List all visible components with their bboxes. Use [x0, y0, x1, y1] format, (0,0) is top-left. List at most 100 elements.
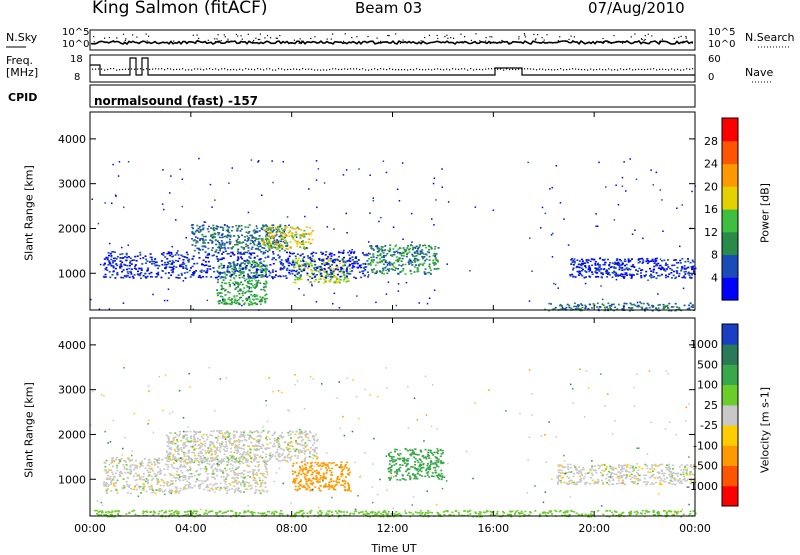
- echo-cell: [591, 271, 593, 273]
- echo-cell: [292, 273, 294, 275]
- echo-cell: [127, 273, 129, 275]
- echo-dot: [316, 160, 318, 162]
- echo-cell: [313, 477, 315, 479]
- echo-cell: [194, 250, 196, 252]
- echo-cell: [281, 432, 283, 434]
- echo-cell: [639, 475, 641, 477]
- echo-dot: [332, 303, 334, 305]
- echo-dot: [334, 293, 336, 295]
- echo-cell: [252, 262, 254, 264]
- echo-cell: [238, 236, 240, 238]
- nsearch-dot: [486, 37, 487, 38]
- echo-cell: [232, 262, 234, 264]
- echo-cell: [253, 266, 255, 268]
- echo-cell: [204, 242, 206, 244]
- echo-cell: [332, 261, 334, 263]
- echo-cell: [196, 248, 198, 250]
- nsearch-dot: [641, 38, 642, 39]
- echo-cell: [581, 267, 583, 269]
- echo-cell: [342, 469, 344, 471]
- echo-cell: [371, 270, 373, 272]
- echo-cell: [233, 434, 235, 436]
- echo-cell: [151, 259, 153, 261]
- echo-cell: [413, 451, 415, 453]
- echo-cell: [137, 271, 139, 273]
- echo-cell: [205, 236, 207, 238]
- echo-cell: [241, 271, 243, 273]
- echo-cell: [597, 276, 599, 278]
- nsearch-dot: [583, 42, 584, 43]
- echo-cell: [688, 305, 690, 307]
- echo-cell: [301, 445, 303, 447]
- echo-cell: [254, 275, 256, 277]
- echo-cell: [320, 485, 322, 487]
- echo-cell: [285, 234, 287, 236]
- echo-cell: [224, 303, 226, 305]
- echo-dot: [358, 168, 360, 170]
- echo-cell: [204, 441, 206, 443]
- echo-cell: [355, 277, 357, 279]
- echo-dot: [448, 201, 450, 203]
- echo-cell: [336, 477, 338, 479]
- echo-cell: [235, 450, 237, 452]
- echo-cell: [320, 269, 322, 271]
- echo-cell: [323, 477, 325, 479]
- echo-cell: [315, 252, 317, 254]
- echo-cell: [223, 288, 225, 290]
- echo-cell: [258, 241, 260, 243]
- nave-dot: [467, 70, 468, 71]
- echo-dot: [402, 162, 404, 164]
- echo-cell: [263, 241, 265, 243]
- echo-cell: [626, 303, 628, 305]
- echo-cell: [177, 441, 179, 443]
- echo-cell: [223, 458, 225, 460]
- colorbar-tick-label: 16: [704, 203, 718, 216]
- echo-cell: [163, 252, 165, 254]
- echo-cell: [403, 478, 405, 480]
- echo-cell: [196, 263, 198, 265]
- echo-cell: [107, 259, 109, 261]
- echo-cell: [182, 266, 184, 268]
- echo-cell: [604, 259, 606, 261]
- echo-cell: [403, 255, 405, 257]
- echo-cell: [658, 473, 660, 475]
- echo-cell: [629, 475, 631, 477]
- echo-cell: [210, 227, 212, 229]
- echo-cell: [250, 294, 252, 296]
- nave-dot: [398, 69, 399, 70]
- echo-cell: [266, 228, 268, 230]
- echo-cell: [397, 273, 399, 275]
- nsearch-dot: [113, 40, 114, 41]
- echo-cell: [219, 451, 221, 453]
- echo-cell: [638, 268, 640, 270]
- echo-cell: [345, 464, 347, 466]
- echo-dot: [283, 161, 285, 163]
- echo-cell: [346, 269, 348, 271]
- echo-cell: [173, 262, 175, 264]
- echo-cell: [671, 483, 673, 485]
- nave-dot: [140, 68, 141, 69]
- nave-dot: [404, 69, 405, 70]
- echo-cell: [435, 268, 437, 270]
- echo-cell: [219, 447, 221, 449]
- nave-dot: [359, 69, 360, 70]
- echo-cell: [207, 268, 209, 270]
- echo-cell: [232, 226, 234, 228]
- echo-cell: [419, 458, 421, 460]
- echo-cell: [333, 254, 335, 256]
- echo-cell: [269, 438, 271, 440]
- echo-dot: [402, 239, 404, 241]
- echo-cell: [626, 474, 628, 476]
- echo-cell: [251, 432, 253, 434]
- echo-dot: [319, 260, 321, 262]
- echo-cell: [181, 273, 183, 275]
- echo-cell: [280, 267, 282, 269]
- echo-cell: [224, 454, 226, 456]
- echo-cell: [390, 466, 392, 468]
- echo-cell: [343, 272, 345, 274]
- echo-cell: [266, 225, 268, 227]
- colorbar-tick-label: 20: [704, 180, 718, 193]
- echo-dot: [214, 199, 216, 201]
- echo-cell: [402, 464, 404, 466]
- echo-cell: [429, 256, 431, 258]
